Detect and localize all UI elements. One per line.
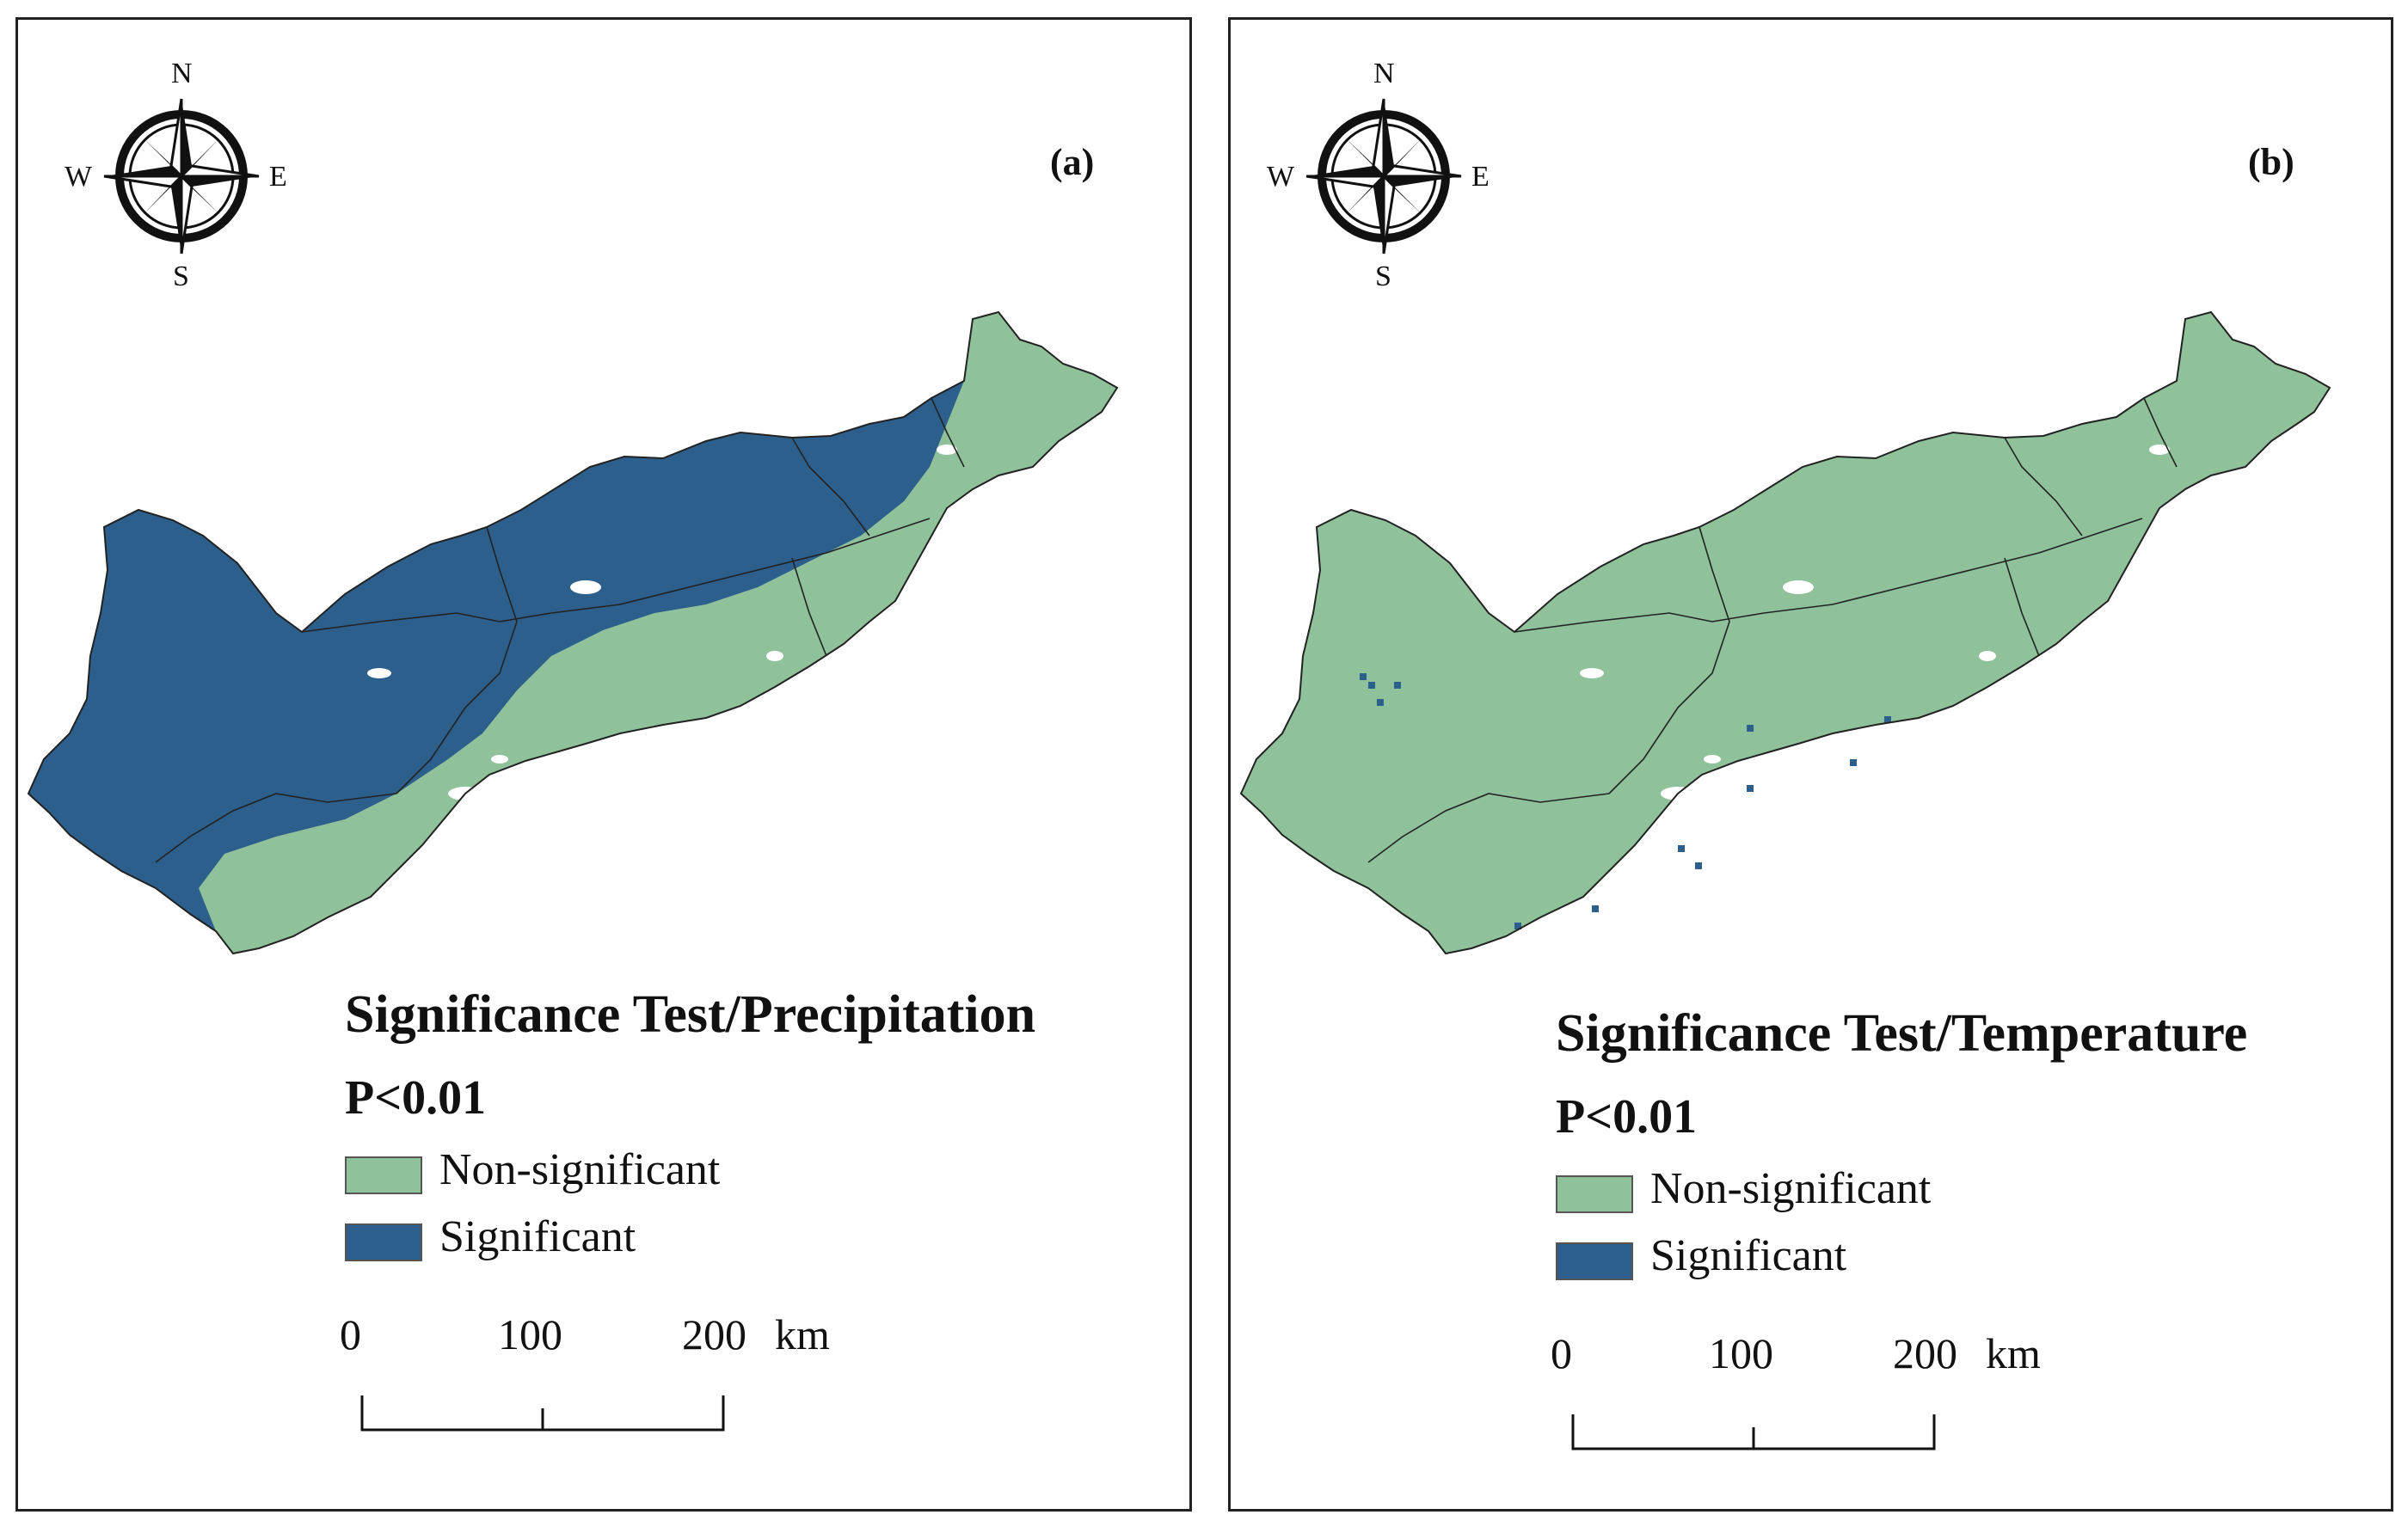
significant-pixel xyxy=(1884,716,1891,723)
legend-swatch-significant xyxy=(345,1223,422,1261)
legend-swatch-significant xyxy=(1556,1242,1633,1280)
scale-unit: km xyxy=(775,1310,830,1358)
district-boundary-line xyxy=(499,518,931,622)
scale-bar: 0 100 200 km xyxy=(340,1309,830,1438)
district-boundaries xyxy=(1367,397,2178,863)
legend-item-label: Non-significant xyxy=(1650,1164,1932,1213)
significant-pixel xyxy=(1747,725,1754,732)
region-nonsignificant-area xyxy=(1241,312,2330,954)
district-boundary-line xyxy=(396,526,518,794)
district-boundary-line xyxy=(931,397,965,468)
scale-tick-100: 100 xyxy=(498,1310,562,1358)
compass-rose-icon: N S E W xyxy=(64,58,293,292)
region-significant-area xyxy=(28,312,1117,954)
legend-item-label: Non-significant xyxy=(439,1145,721,1194)
legend-p-value: P<0.01 xyxy=(345,1071,487,1125)
region-outline xyxy=(1239,310,2331,955)
legend-item-label: Significant xyxy=(439,1212,636,1261)
significant-pixel xyxy=(1592,905,1599,912)
significant-pixel xyxy=(1695,862,1702,869)
lake-gap xyxy=(367,668,391,678)
region-outline xyxy=(27,310,1119,955)
scale-tick-0: 0 xyxy=(340,1310,361,1358)
district-boundary-line xyxy=(155,793,397,863)
region-map xyxy=(27,310,1119,955)
significant-pixel xyxy=(1377,699,1384,706)
lake-gap xyxy=(1704,755,1721,764)
district-boundary-line xyxy=(2143,397,2178,468)
significant-pixel xyxy=(1850,759,1857,766)
district-boundary-line xyxy=(2004,557,2040,657)
compass-east-label: E xyxy=(269,161,287,193)
compass-south-label: S xyxy=(1375,261,1391,292)
lake-gap xyxy=(491,755,508,764)
significant-pixel xyxy=(1368,682,1375,689)
district-boundary-line xyxy=(791,437,870,537)
compass-south-label: S xyxy=(173,261,189,292)
legend-p-value: P<0.01 xyxy=(1556,1090,1698,1144)
compass-west-label: W xyxy=(64,161,93,193)
scale-tick-100: 100 xyxy=(1709,1329,1773,1377)
compass-east-label: E xyxy=(1471,161,1490,193)
compass-rose-icon: N S E W xyxy=(1267,58,1496,292)
district-boundary-line xyxy=(1367,793,1610,863)
region-significant-speckles xyxy=(1360,673,1891,929)
legend-swatch-nonsignificant xyxy=(1556,1175,1633,1213)
significant-pixel xyxy=(1678,845,1685,852)
significant-pixel xyxy=(1394,682,1401,689)
lake-gap xyxy=(2149,445,2170,455)
district-boundary-line xyxy=(1514,612,1713,633)
district-boundary-line xyxy=(791,557,827,657)
compass-north-label: N xyxy=(1373,58,1395,89)
lake-gap xyxy=(937,445,957,455)
scale-unit: km xyxy=(1986,1329,2041,1377)
panel-label: (b) xyxy=(2248,141,2294,183)
region-map xyxy=(1239,310,2331,955)
district-boundary-line xyxy=(2004,437,2083,537)
lake-gap xyxy=(1979,651,1996,661)
region-nonsignificant-area xyxy=(199,312,1117,954)
compass-north-label: N xyxy=(171,58,193,89)
lake-gap xyxy=(1783,580,1814,594)
panel-label: (a) xyxy=(1050,141,1095,183)
scale-tick-200: 200 xyxy=(1893,1329,1957,1377)
lake-gap xyxy=(1580,668,1604,678)
lake-gap xyxy=(766,651,783,661)
scale-tick-200: 200 xyxy=(682,1310,746,1358)
legend-title: Significance Test/Temperature xyxy=(1556,1004,2248,1063)
map-panel-precipitation: N S E W (a) Significance Test/Precipitat… xyxy=(15,17,1192,1512)
significant-pixel xyxy=(1747,785,1754,792)
district-boundaries xyxy=(155,397,965,863)
legend-item-label: Significant xyxy=(1650,1231,1847,1280)
compass-west-label: W xyxy=(1267,161,1295,193)
significant-pixel xyxy=(1514,923,1521,929)
legend-swatch-nonsignificant xyxy=(345,1156,422,1194)
scale-bar: 0 100 200 km xyxy=(1551,1328,2041,1457)
lake-gap xyxy=(570,580,601,594)
significant-pixel xyxy=(1360,673,1367,680)
scale-tick-0: 0 xyxy=(1551,1329,1572,1377)
map-panel-temperature: N S E W (b) Significance Test/Temperatur… xyxy=(1228,17,2393,1512)
district-boundary-line xyxy=(1711,518,2143,622)
district-boundary-line xyxy=(301,612,501,633)
legend-title: Significance Test/Precipitation xyxy=(345,985,1036,1044)
district-boundary-line xyxy=(1608,526,1730,794)
